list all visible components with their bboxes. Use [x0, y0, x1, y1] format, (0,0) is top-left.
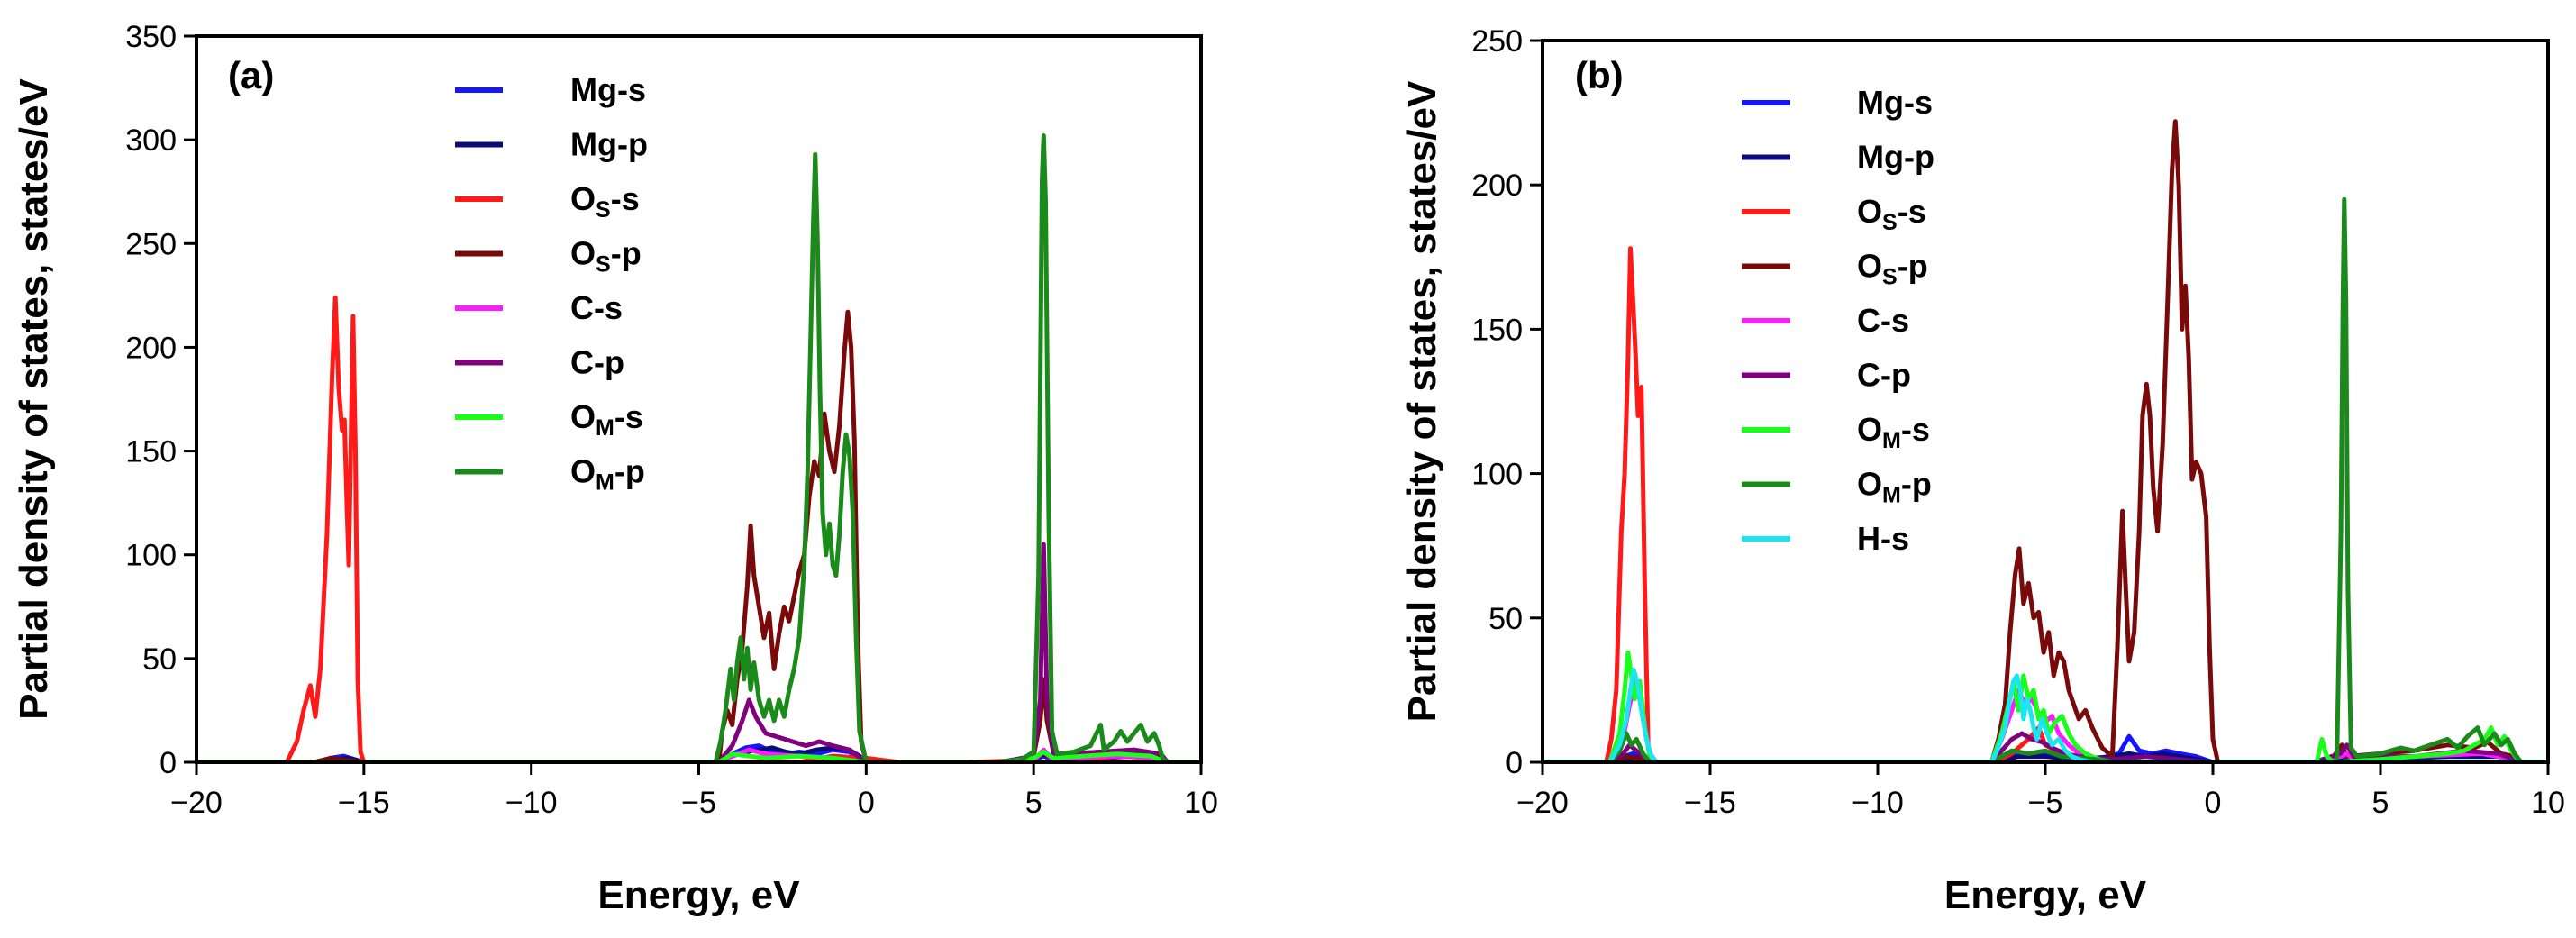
series-line-c-p — [196, 542, 1201, 762]
legend-label-om-s: OM-s — [570, 398, 643, 441]
panel-label: (a) — [228, 54, 274, 96]
y-tick-label: 300 — [125, 123, 177, 158]
series-line-h-s — [1543, 668, 2548, 762]
legend-label-om-p: OM-p — [570, 453, 645, 496]
legend-label-mg-s: Mg-s — [570, 71, 646, 108]
series-line-os-p — [1543, 119, 2548, 762]
x-tick-label: −5 — [2028, 786, 2063, 820]
x-tick-label: −15 — [1684, 786, 1736, 820]
legend-label-c-s: C-s — [1857, 302, 1909, 339]
y-tick-label: 100 — [125, 539, 177, 573]
series-line-om-p — [196, 133, 1201, 762]
chart-panel-a: −20 −15 −10 −5 0 5 10050100150200250300350Ener… — [12, 20, 1218, 917]
series-line-os-s — [196, 295, 1201, 762]
legend-label-os-p: OS-p — [1857, 248, 1928, 290]
x-axis-title: Energy, eV — [1944, 873, 2147, 917]
y-tick-label: 250 — [125, 227, 177, 261]
series-line-om-s — [196, 750, 1201, 762]
legend-label-mg-s: Mg-s — [1857, 84, 1933, 121]
legend-label-om-p: OM-p — [1857, 466, 1932, 508]
y-tick-label: 150 — [1471, 313, 1523, 347]
y-axis-title: Partial density of states, states/eV — [12, 78, 56, 720]
x-tick-label: 0 — [858, 786, 875, 820]
legend-label-h-s: H-s — [1857, 520, 1909, 557]
series-group — [196, 133, 1201, 762]
legend-label-om-s: OM-s — [1857, 411, 1930, 453]
x-tick-label: −10 — [505, 786, 558, 820]
y-tick-label: 250 — [1471, 24, 1523, 59]
y-axis-title: Partial density of states, states/eV — [1400, 80, 1444, 722]
legend-label-c-p: C-p — [1857, 357, 1911, 394]
plot-frame — [1541, 39, 2550, 764]
y-tick-label: 200 — [1471, 168, 1523, 203]
series-line-os-p — [196, 309, 1201, 762]
series-line-os-s — [1543, 246, 2548, 762]
x-axis-title: Energy, eV — [597, 873, 800, 917]
y-tick-label: 50 — [142, 642, 177, 677]
legend-label-c-s: C-s — [570, 289, 623, 326]
y-tick-label: 350 — [125, 20, 177, 54]
x-tick-label: 10 — [1184, 786, 1218, 820]
legend-label-c-p: C-p — [570, 344, 624, 381]
x-tick-label: −5 — [681, 786, 716, 820]
series-line-om-p — [1543, 196, 2548, 762]
legend: Mg-s Mg-p OS-s OS-p C-s C-p OM-s OM-p — [455, 71, 648, 496]
legend-label-mg-p: Mg-p — [570, 126, 648, 163]
y-tick-label: 50 — [1488, 602, 1523, 636]
x-tick-label: −20 — [1516, 786, 1569, 820]
x-tick-label: 0 — [2205, 786, 2222, 820]
x-tick-label: −10 — [1852, 786, 1904, 820]
y-tick-label: 200 — [125, 331, 177, 365]
panel-label: (b) — [1575, 54, 1624, 96]
x-tick-label: 5 — [2372, 786, 2389, 820]
series-group — [1543, 119, 2548, 762]
x-tick-label: 10 — [2531, 786, 2565, 820]
y-tick-label: 0 — [159, 746, 177, 780]
legend-label-os-p: OS-p — [570, 235, 642, 278]
legend-label-os-s: OS-s — [570, 180, 640, 223]
y-tick-label: 0 — [1506, 746, 1523, 780]
y-tick-label: 100 — [1471, 458, 1523, 492]
x-tick-label: 5 — [1025, 786, 1042, 820]
y-tick-label: 150 — [125, 435, 177, 469]
x-tick-label: −15 — [338, 786, 390, 820]
x-tick-label: −20 — [170, 786, 223, 820]
legend-label-os-s: OS-s — [1857, 193, 1926, 235]
legend-label-mg-p: Mg-p — [1857, 139, 1934, 176]
legend: Mg-s Mg-p OS-s OS-p C-s C-p OM-s OM-p H-s — [1742, 84, 1934, 557]
